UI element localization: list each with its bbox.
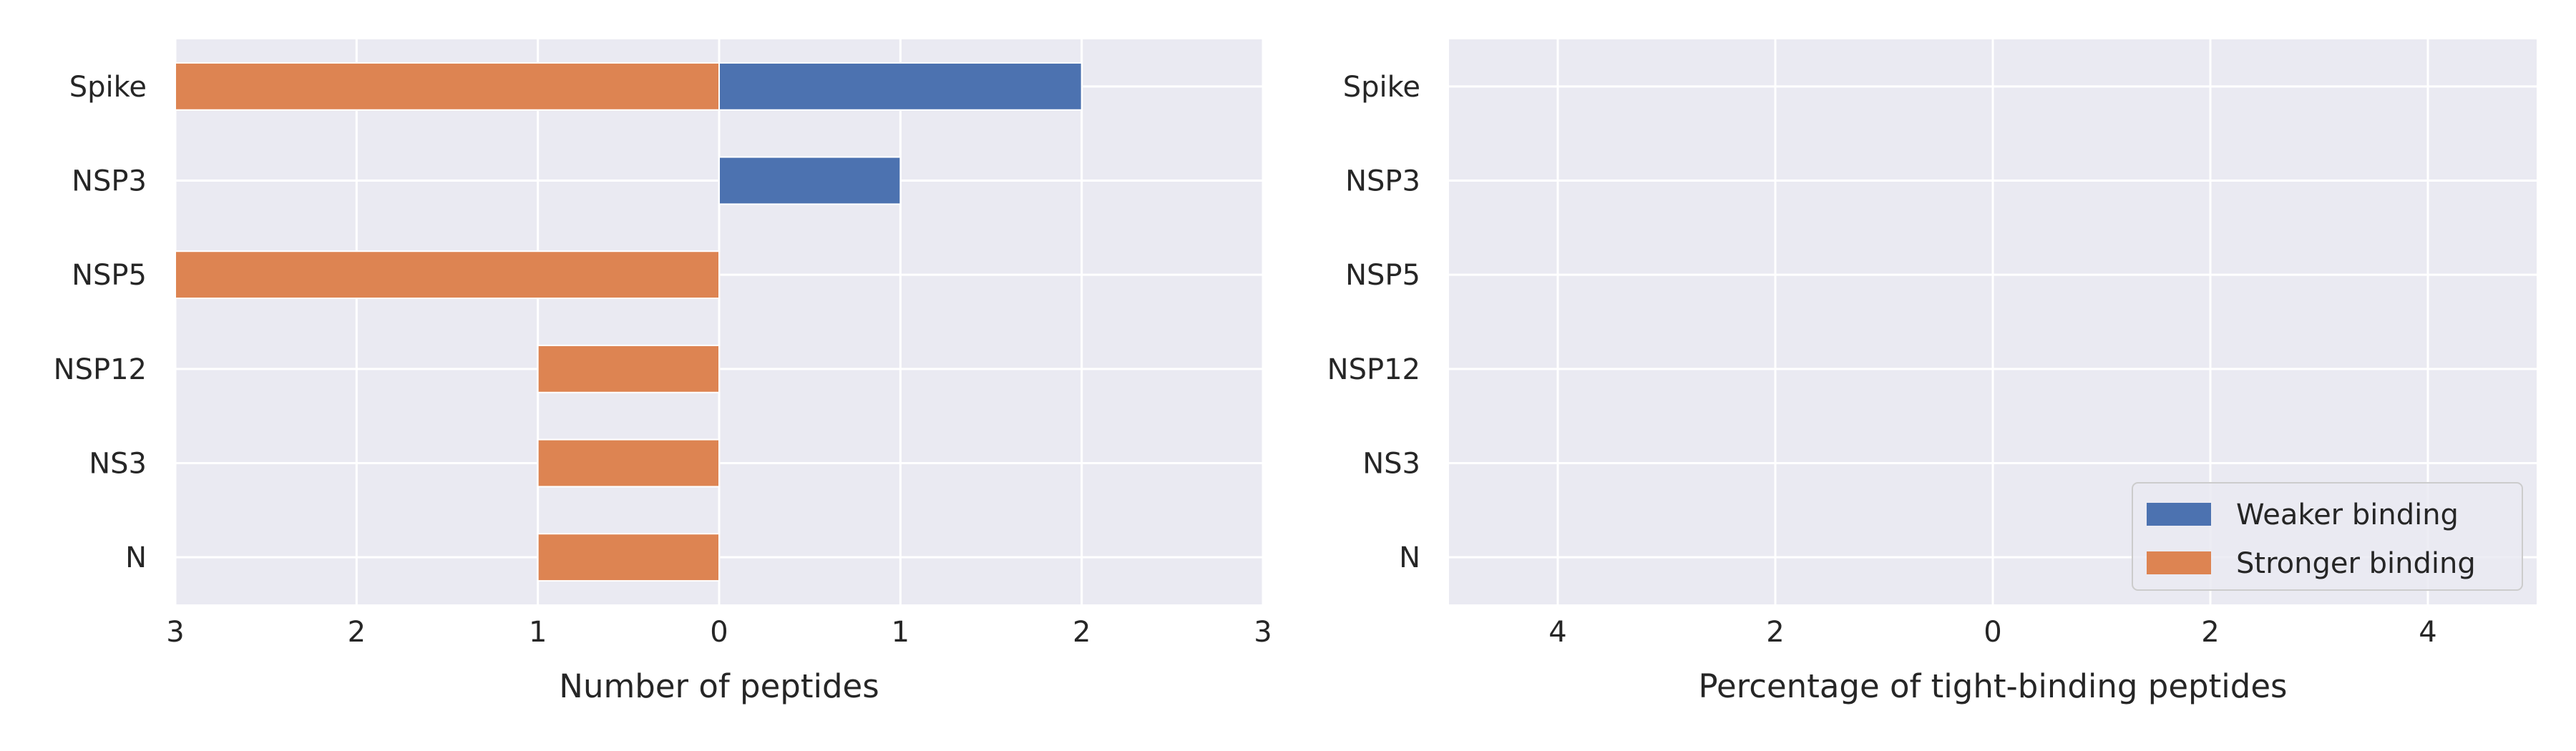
x-tick-label: 0 — [1984, 616, 2001, 649]
x-tick-label: 0 — [710, 616, 728, 649]
legend: Weaker binding Stronger binding — [2132, 482, 2523, 591]
bar-stronger-binding-ns3 — [537, 438, 721, 488]
y-tick-label: NS3 — [1362, 448, 1420, 481]
bar-stronger-binding-n — [537, 533, 721, 582]
legend-label: Weaker binding — [2236, 499, 2459, 531]
bar-stronger-binding-spike — [175, 62, 720, 111]
y-tick-label: Spike — [1343, 71, 1420, 104]
legend-frame — [2132, 482, 2523, 591]
legend-label: Stronger binding — [2236, 547, 2476, 580]
x-tick-label: 3 — [166, 616, 184, 649]
y-tick-label: NSP3 — [1345, 165, 1420, 198]
x-tick-label: 2 — [1073, 616, 1091, 649]
x-tick-label: 2 — [2201, 616, 2219, 649]
x-tick-label: 4 — [1548, 616, 1566, 649]
bar-weaker-binding-spike — [718, 62, 1083, 111]
x-axis-label: Percentage of tight-binding peptides — [1699, 667, 2288, 705]
y-tick-label: N — [1399, 541, 1420, 574]
x-tick-label: 2 — [348, 616, 366, 649]
bar-weaker-binding-nsp3 — [718, 156, 902, 205]
y-tick-label: NSP3 — [72, 165, 147, 198]
y-tick-label: N — [125, 541, 147, 574]
y-tick-label: NSP5 — [72, 259, 147, 292]
y-tick-label: NSP12 — [1327, 353, 1420, 386]
y-tick-label: NS3 — [89, 448, 147, 481]
x-tick-label: 2 — [1766, 616, 1784, 649]
chart-panel-1: 3 2 1 0 1 2 3 Spike NSP3 NSP5 NSP12 NS3 N Number of p… — [54, 39, 1272, 705]
bar-stronger-binding-nsp5 — [175, 250, 720, 300]
legend-swatch — [2147, 503, 2211, 526]
y-tick-label: NSP12 — [54, 353, 147, 386]
bar-stronger-binding-nsp12 — [537, 344, 721, 393]
x-tick-label: 1 — [529, 616, 547, 649]
x-tick-label: 3 — [1254, 616, 1272, 649]
y-tick-label: Spike — [69, 71, 147, 104]
x-tick-label: 1 — [892, 616, 909, 649]
x-tick-label: 4 — [2419, 616, 2436, 649]
chart-panel-2: 4 2 0 2 4 Spike NSP3 NSP5 NSP12 NS3 N Percentage of… — [1327, 39, 2537, 705]
x-axis-label: Number of peptides — [559, 667, 879, 705]
y-tick-label: NSP5 — [1345, 259, 1420, 292]
legend-swatch — [2147, 551, 2211, 574]
